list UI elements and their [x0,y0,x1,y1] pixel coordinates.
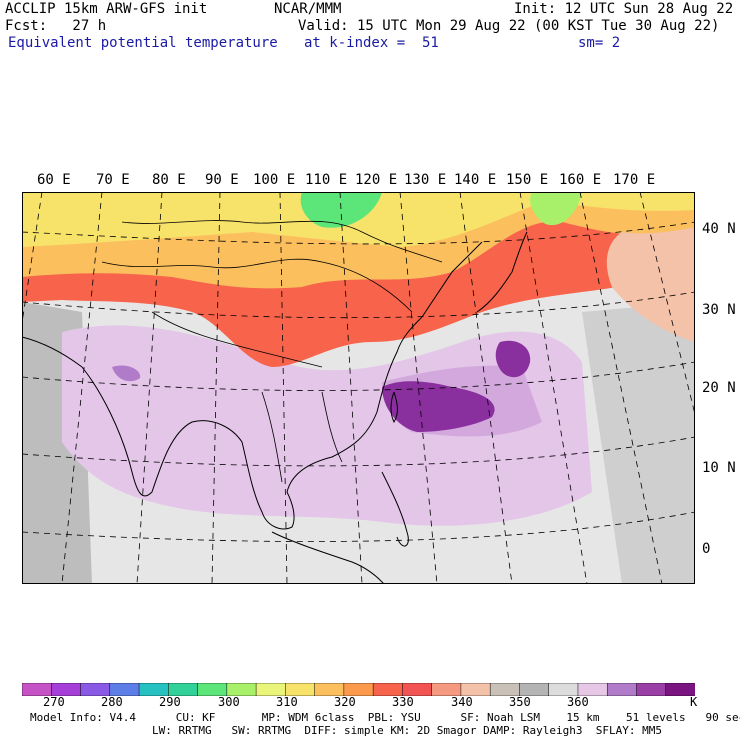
colorbar-tick-label: 280 [101,695,123,709]
lon-label: 160 E [559,172,602,188]
coastlines [22,231,528,584]
colorbar-tick-label: 340 [451,695,473,709]
lon-label: 60 E [37,172,71,188]
lon-label: 150 E [506,172,549,188]
model-title: ACCLIP 15km ARW-GFS init [5,1,208,17]
green-dry-region [300,192,382,228]
green-dry-region-east [530,192,582,226]
lat-label: 30 N [702,302,736,318]
colorbar-tick-label: 320 [334,695,356,709]
colorbar-tick-label: 310 [276,695,298,709]
lat-lon-grid [22,192,695,584]
lon-label: 120 E [355,172,398,188]
theta-e-max-typhoon [495,340,531,378]
lon-label: 70 E [96,172,130,188]
valid-time: Valid: 15 UTC Mon 29 Aug 22 (00 KST Tue … [298,18,720,34]
lon-label: 170 E [613,172,656,188]
colorbar-swatch [606,682,638,697]
theta-e-map [22,192,695,584]
init-time: Init: 12 UTC Sun 28 Aug 22 [514,1,734,17]
colorbar [21,681,696,700]
salmon-region-east [606,227,695,342]
lat-label: 0 [702,541,711,557]
lon-label: 80 E [152,172,186,188]
country-borders [101,220,443,483]
lat-label: 10 N [702,460,736,476]
lat-label: 40 N [702,221,736,237]
colorbar-tick-label: 300 [218,695,240,709]
lat-label: 20 N [702,380,736,396]
model-info-line2: LW: RRTMG SW: RRTMG DIFF: simple KM: 2D … [152,724,662,737]
gray-east-region [582,302,695,584]
map-frame [22,192,695,584]
colorbar-tick-label: 270 [43,695,65,709]
theta-e-spot-india [112,365,141,382]
colorbar-swatch [636,682,667,697]
smoothing-label: sm= 2 [578,35,621,51]
colorbar-tick-label: 360 [567,695,589,709]
lon-label: 130 E [404,172,447,188]
lon-label: 100 E [253,172,296,188]
colorbar-tick-label: 350 [509,695,531,709]
theta-e-max-east-china-sea [382,381,495,432]
lon-label: 90 E [205,172,239,188]
model-info-line1: Model Info: V4.4 CU: KF MP: WDM 6class P… [30,711,740,724]
field-name: Equivalent potential temperature [8,35,278,51]
colorbar-tick-label: 330 [392,695,414,709]
lon-label: 140 E [454,172,497,188]
org-label: NCAR/MMM [274,1,342,17]
level-label: at k-index = 51 [304,35,439,51]
colorbar-tick-label: K [690,695,698,709]
forecast-hour: Fcst: 27 h [5,18,107,34]
lon-label: 110 E [305,172,348,188]
colorbar-tick-label: 290 [159,695,181,709]
